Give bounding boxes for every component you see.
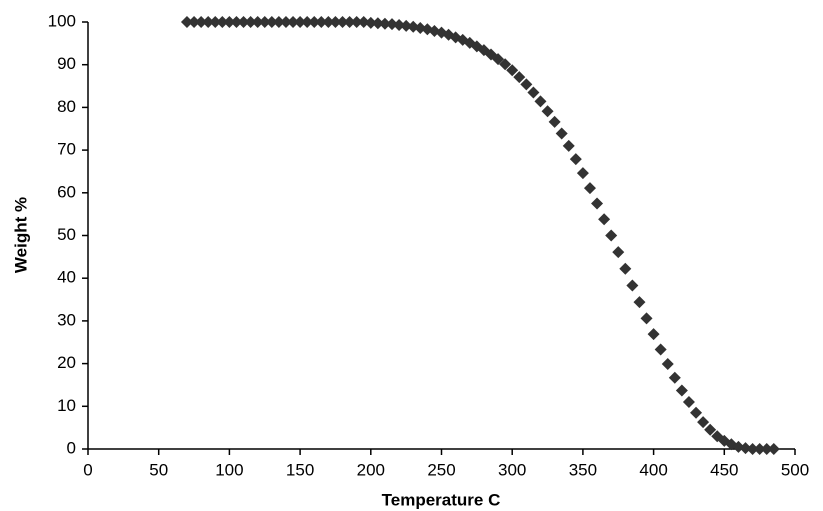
data-point bbox=[598, 213, 611, 226]
data-point bbox=[619, 262, 632, 275]
data-point bbox=[364, 16, 377, 29]
data-point bbox=[322, 16, 335, 28]
data-point bbox=[180, 16, 193, 28]
y-tick-label: 100 bbox=[48, 11, 76, 30]
data-point bbox=[520, 78, 533, 91]
data-point bbox=[626, 279, 639, 292]
x-tick-label: 350 bbox=[569, 460, 597, 479]
data-point bbox=[287, 16, 300, 28]
y-axis-title: Weight % bbox=[11, 197, 30, 273]
data-point bbox=[675, 384, 688, 397]
data-point bbox=[506, 64, 519, 77]
data-point bbox=[251, 16, 264, 28]
data-point bbox=[746, 443, 759, 455]
y-tick-label: 0 bbox=[67, 438, 76, 457]
data-point bbox=[272, 16, 285, 28]
data-point bbox=[682, 396, 695, 409]
data-point bbox=[188, 16, 201, 28]
y-tick-label: 80 bbox=[57, 97, 76, 116]
x-tick-label: 50 bbox=[149, 460, 168, 479]
y-tick-label: 90 bbox=[57, 54, 76, 73]
data-point bbox=[767, 443, 780, 455]
data-point bbox=[661, 358, 674, 371]
y-tick-label: 10 bbox=[57, 396, 76, 415]
data-point bbox=[400, 19, 413, 32]
data-point bbox=[343, 16, 356, 28]
data-point bbox=[301, 16, 314, 28]
data-point bbox=[202, 16, 215, 28]
data-point bbox=[336, 16, 349, 28]
data-point bbox=[647, 328, 660, 341]
y-tick-label: 50 bbox=[57, 225, 76, 244]
data-point bbox=[569, 153, 582, 166]
data-point bbox=[612, 246, 625, 259]
y-tick-label: 60 bbox=[57, 182, 76, 201]
data-point bbox=[591, 197, 604, 210]
data-point bbox=[378, 17, 391, 30]
data-point bbox=[527, 86, 540, 99]
data-point bbox=[555, 127, 568, 140]
data-point bbox=[640, 312, 653, 325]
data-point bbox=[357, 16, 370, 28]
data-point bbox=[230, 16, 243, 28]
data-point bbox=[393, 18, 406, 31]
data-point bbox=[315, 16, 328, 28]
data-point bbox=[739, 442, 752, 455]
data-point bbox=[690, 406, 703, 419]
y-tick-label: 70 bbox=[57, 140, 76, 159]
data-point bbox=[244, 16, 257, 28]
data-point bbox=[760, 443, 773, 455]
data-point bbox=[265, 16, 278, 28]
x-tick-label: 500 bbox=[781, 460, 809, 479]
x-tick-label: 0 bbox=[83, 460, 92, 479]
data-point bbox=[562, 139, 575, 152]
x-tick-label: 100 bbox=[215, 460, 243, 479]
x-tick-label: 300 bbox=[498, 460, 526, 479]
data-point bbox=[216, 16, 229, 28]
data-point bbox=[605, 229, 618, 242]
data-point bbox=[576, 167, 589, 180]
x-tick-label: 400 bbox=[639, 460, 667, 479]
x-tick-label: 150 bbox=[286, 460, 314, 479]
y-tick-label: 40 bbox=[57, 268, 76, 287]
data-point bbox=[195, 16, 208, 28]
y-tick-label: 30 bbox=[57, 310, 76, 329]
data-point bbox=[704, 423, 717, 436]
data-point bbox=[668, 371, 681, 384]
x-tick-label: 250 bbox=[427, 460, 455, 479]
data-point bbox=[513, 71, 526, 84]
data-point bbox=[294, 16, 307, 28]
y-tick-label: 20 bbox=[57, 353, 76, 372]
data-point bbox=[209, 16, 222, 28]
data-point bbox=[371, 17, 384, 30]
x-tick-label: 450 bbox=[710, 460, 738, 479]
data-point bbox=[279, 16, 292, 28]
data-point bbox=[541, 105, 554, 118]
data-point bbox=[308, 16, 321, 28]
data-point bbox=[258, 16, 271, 28]
data-point bbox=[223, 16, 236, 28]
x-axis-title: Temperature C bbox=[382, 490, 501, 509]
data-point bbox=[492, 53, 505, 66]
data-point bbox=[654, 343, 667, 356]
data-point bbox=[237, 16, 250, 28]
data-point bbox=[548, 115, 561, 128]
data-point bbox=[697, 416, 710, 429]
data-point bbox=[329, 16, 342, 28]
data-point bbox=[386, 18, 399, 31]
data-point bbox=[350, 16, 363, 28]
data-point bbox=[499, 58, 512, 71]
data-point bbox=[753, 443, 766, 455]
data-point bbox=[534, 95, 547, 108]
data-point bbox=[633, 296, 646, 309]
data-point bbox=[583, 182, 596, 195]
x-tick-label: 200 bbox=[357, 460, 385, 479]
